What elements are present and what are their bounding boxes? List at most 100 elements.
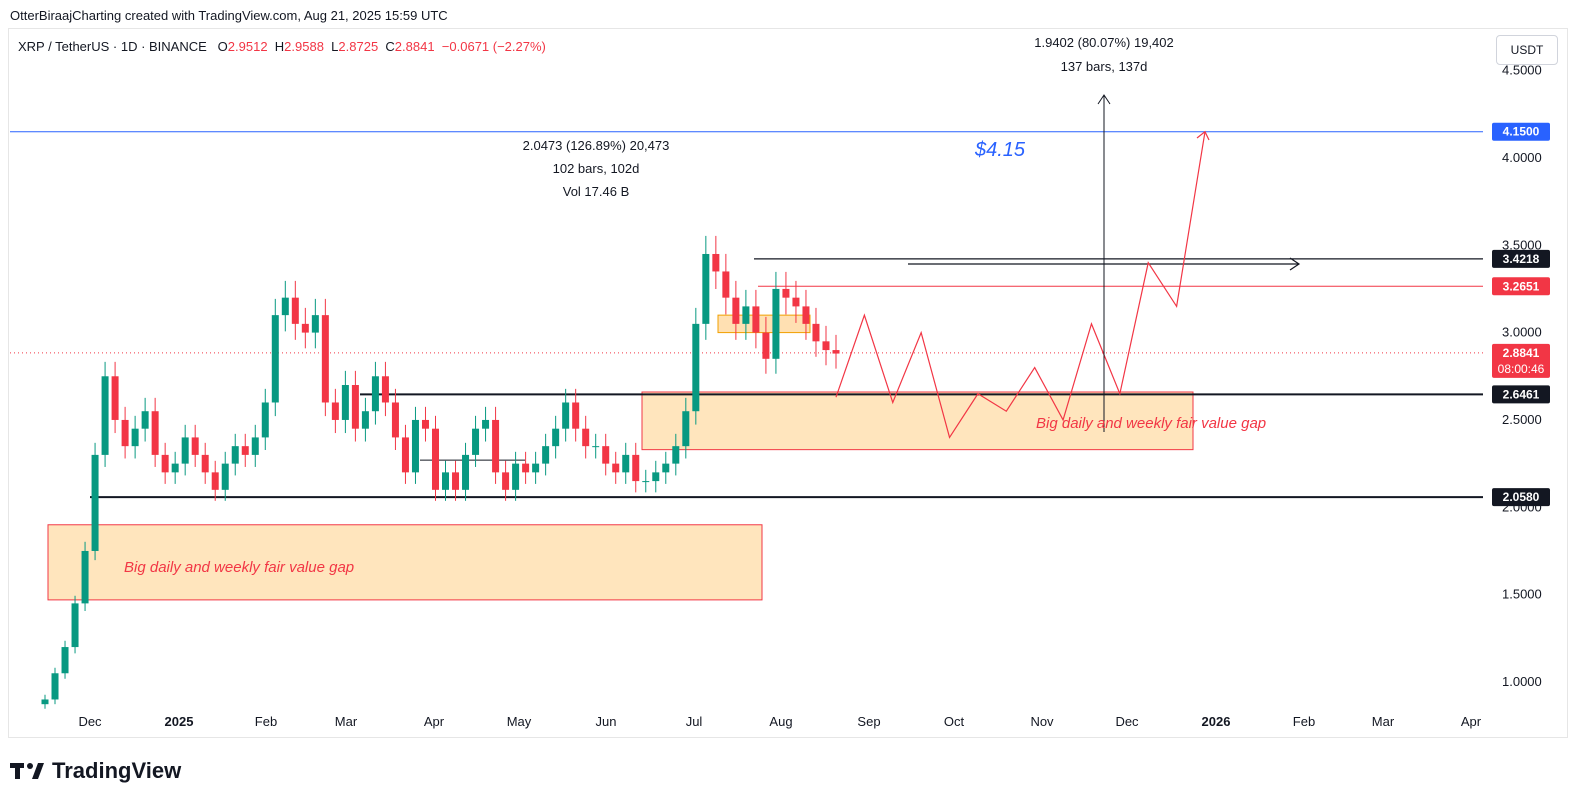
candle-body	[752, 306, 760, 333]
price-tag	[1492, 249, 1550, 268]
x-tick-label: Nov	[1030, 714, 1054, 729]
chart-frame	[8, 28, 1568, 738]
candle-body	[311, 315, 319, 333]
symbol-legend: XRP / TetherUS · 1D · BINANCE O2.9512 H2…	[18, 39, 546, 54]
candle-body	[201, 454, 209, 473]
x-tick-label: 2025	[165, 714, 194, 729]
candle-body	[171, 463, 179, 473]
measurement-label: 102 bars, 102d	[553, 161, 640, 176]
candle-body	[712, 253, 720, 272]
candle-body	[51, 673, 59, 700]
open-label: O	[217, 39, 228, 54]
y-tick-label: 1.0000	[1502, 674, 1542, 689]
y-tick-label: 4.5000	[1502, 63, 1542, 78]
horizontal-arrow-head	[1289, 257, 1301, 271]
candle-body	[802, 306, 810, 324]
target-price-annotation: $4.15	[974, 139, 1026, 161]
candle-body	[211, 472, 219, 490]
close-label: C	[385, 39, 395, 54]
candle-body	[241, 446, 249, 455]
projection-path	[835, 131, 1206, 439]
candle-body	[562, 402, 570, 429]
candle-body	[191, 437, 199, 455]
candle-body	[722, 271, 730, 298]
candle-body	[71, 603, 79, 648]
tradingview-logo[interactable]: TradingView	[10, 758, 181, 784]
candle-body	[692, 323, 700, 412]
candle-body	[351, 385, 359, 429]
candle-body	[512, 463, 520, 490]
candle-body	[371, 376, 379, 412]
fvg-annotation-left: Big daily and weekly fair value gap	[124, 559, 354, 576]
x-tick-label: Mar	[1372, 714, 1395, 729]
price-tag-label: 2.0580	[1503, 490, 1540, 504]
candle-body	[221, 463, 229, 490]
fvg-zone-left-fvg	[47, 524, 763, 601]
candles-group	[41, 235, 840, 709]
chart-attribution: OtterBiraajCharting created with Trading…	[10, 8, 448, 23]
y-tick-label: 2.5000	[1502, 412, 1542, 427]
measurement-label: 1.9402 (80.07%) 19,402	[1034, 35, 1174, 50]
candle-body	[231, 446, 239, 464]
measure-arrow-head	[1097, 94, 1111, 105]
candle-body	[572, 402, 580, 429]
candle-body	[41, 699, 49, 705]
candle-body	[612, 463, 620, 473]
candle-body	[592, 446, 600, 448]
price-tag	[1492, 277, 1550, 296]
x-tick-label: Jun	[596, 714, 617, 729]
price-tag	[1492, 122, 1550, 141]
price-tag-label: 4.1500	[1503, 125, 1540, 139]
brand-name: TradingView	[52, 758, 182, 783]
candle-body	[472, 428, 480, 455]
candle-body	[281, 297, 289, 316]
candle-body	[61, 647, 69, 674]
candle-body	[361, 411, 369, 429]
candle-body	[81, 550, 89, 604]
candle-body	[141, 411, 149, 429]
change-value: −0.0671 (−2.27%)	[441, 39, 546, 54]
candle-body	[502, 472, 510, 490]
candle-body	[792, 297, 800, 307]
candle-body	[552, 428, 560, 447]
candle-body	[682, 411, 690, 447]
candle-body	[111, 376, 119, 420]
candle-body	[321, 315, 329, 403]
x-tick-label: Jul	[686, 714, 703, 729]
measurement-label: 2.0473 (126.89%) 20,473	[523, 138, 670, 153]
candle-body	[762, 332, 770, 359]
candle-body	[181, 437, 189, 464]
currency-button[interactable]: USDT	[1496, 35, 1558, 65]
candle-body	[532, 463, 540, 473]
candle-body	[582, 428, 590, 447]
candle-body	[452, 472, 460, 490]
price-tag	[1492, 488, 1550, 507]
candle-body	[131, 428, 139, 447]
candle-body	[812, 323, 820, 342]
symbol-name[interactable]: XRP / TetherUS · 1D · BINANCE	[18, 39, 207, 54]
fvg-annotation-right: Big daily and weekly fair value gap	[1036, 415, 1266, 432]
candle-body	[652, 472, 660, 482]
price-tag	[1492, 385, 1550, 404]
x-tick-label: 2026	[1202, 714, 1231, 729]
candle-body	[401, 437, 409, 473]
candle-body	[291, 297, 299, 324]
x-tick-label: Dec	[78, 714, 102, 729]
tradingview-logo-icon	[10, 763, 44, 779]
candle-body	[732, 297, 740, 324]
candle-body	[261, 402, 269, 438]
candle-body	[301, 323, 309, 333]
candle-body	[121, 419, 129, 447]
candle-body	[391, 402, 399, 438]
x-tick-label: May	[507, 714, 532, 729]
candle-body	[522, 463, 530, 473]
candle-body	[431, 428, 439, 490]
candle-body	[462, 454, 470, 490]
y-tick-label: 1.5000	[1502, 587, 1542, 602]
candle-body	[602, 446, 610, 464]
x-tick-label: Sep	[857, 714, 880, 729]
candle-body	[622, 454, 630, 473]
price-tag-label: 2.6461	[1503, 387, 1540, 401]
candle-body	[662, 463, 670, 473]
